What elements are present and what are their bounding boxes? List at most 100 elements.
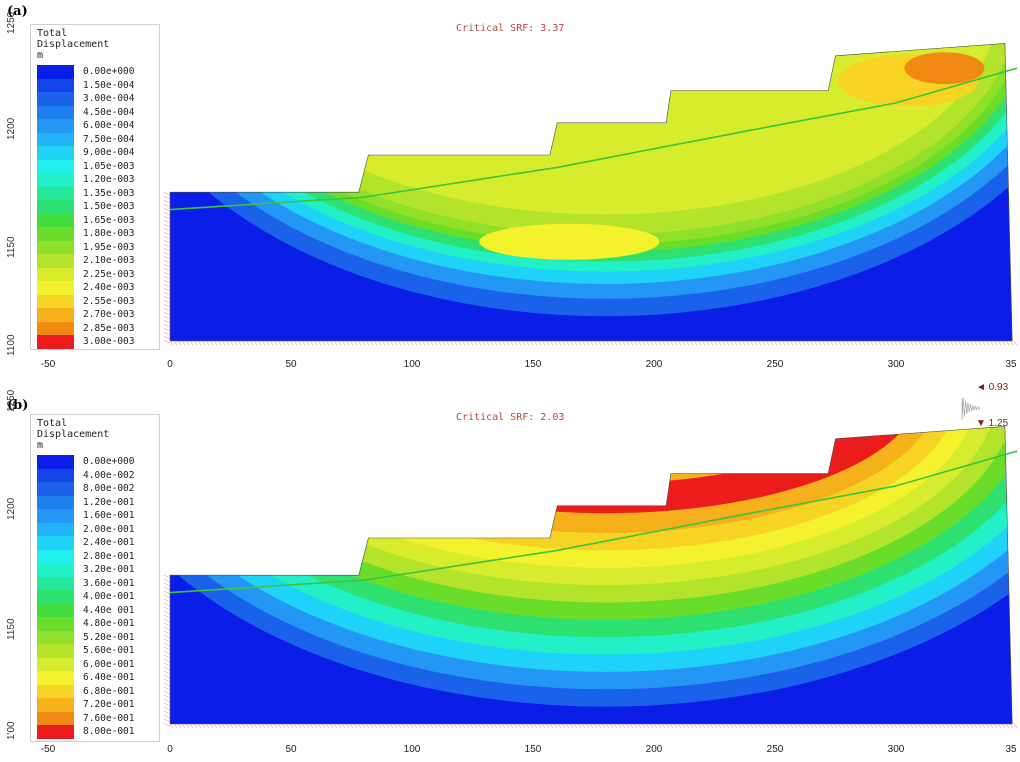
support-tick [693,340,698,346]
legend-swatch [37,254,74,268]
support-tick [163,315,171,320]
support-tick [163,582,171,587]
support-tick [513,723,518,729]
support-tick [633,723,638,729]
support-tick [337,340,342,346]
support-tick [481,723,486,729]
support-tick [163,267,171,272]
plot-b-canvas [163,397,1018,729]
support-tick [637,723,642,729]
support-tick [221,723,226,729]
support-tick [465,723,470,729]
support-tick [163,702,171,707]
legend-title-line: Displacement [37,39,110,50]
support-tick [477,340,482,346]
support-tick [389,723,394,729]
support-tick [473,723,478,729]
boundary-supports [163,574,1018,729]
legend-value: 3.60e-001 [83,577,135,589]
support-tick [921,723,926,729]
contour-band [904,52,985,85]
support-tick [461,723,466,729]
legend-value: 8.00e-002 [83,483,135,495]
support-tick [821,723,826,729]
legend-swatch [37,536,74,550]
x-tick: 35 [1005,359,1017,370]
support-tick [933,723,938,729]
support-tick [753,723,758,729]
support-tick [325,340,330,346]
support-tick [497,723,502,729]
support-tick [697,340,702,346]
support-tick [409,340,414,346]
support-tick [893,340,898,346]
support-tick [173,723,178,729]
legend-swatch [37,657,74,671]
support-tick [769,340,774,346]
support-tick [637,340,642,346]
legend-value: 1.60e-001 [83,510,135,522]
support-tick [489,723,494,729]
critical-srf-b: Critical SRF: 2.03 [456,412,565,423]
support-tick [163,574,171,579]
support-tick [425,723,430,729]
support-tick [163,307,171,312]
support-tick [181,340,186,346]
support-tick [613,723,618,729]
support-tick [397,723,402,729]
legend-swatch [37,671,74,685]
legend-value: 1.35e-003 [83,187,135,199]
legend-entry: 2.85e-003 [37,321,159,335]
legend-value: 4.50e-004 [83,106,135,118]
support-tick [985,340,990,346]
support-tick [621,723,626,729]
legend-value: 0.00e+000 [83,66,135,78]
contour-band [339,426,872,484]
support-tick [163,219,171,224]
legend-entry: 9.00e-004 [37,146,159,160]
support-tick [981,723,986,729]
support-tick [163,319,171,324]
support-tick [305,723,310,729]
support-tick [565,723,570,729]
support-tick [163,578,171,583]
support-tick [381,340,386,346]
legend-entry: 1.50e-003 [37,200,159,214]
support-tick [741,340,746,346]
support-tick [293,723,298,729]
legend-value: 2.10e-003 [83,255,135,267]
boundary-supports [163,191,1018,346]
support-tick [601,340,606,346]
support-tick [909,723,914,729]
support-tick [709,723,714,729]
x-tick: 150 [524,744,542,755]
support-tick [163,211,171,216]
legend-swatch [37,92,74,106]
support-tick [953,723,958,729]
support-tick [853,723,858,729]
support-tick [641,340,646,346]
support-tick [297,723,302,729]
legend-entry: 7.60e-001 [37,711,159,725]
support-tick [345,723,350,729]
support-tick [761,340,766,346]
support-tick [293,340,298,346]
support-tick [163,658,171,663]
support-tick [245,723,250,729]
support-tick [353,340,358,346]
support-tick [721,723,726,729]
support-tick [163,610,171,615]
support-tick [689,723,694,729]
support-tick [1005,340,1010,346]
legend-swatch [37,213,74,227]
support-tick [337,723,342,729]
support-tick [385,723,390,729]
legend-entry: 5.60e-001 [37,644,159,658]
support-tick [729,340,734,346]
support-tick [545,340,550,346]
support-tick [673,340,678,346]
support-tick [757,340,762,346]
slope-outline [169,426,1013,725]
support-tick [163,682,171,687]
